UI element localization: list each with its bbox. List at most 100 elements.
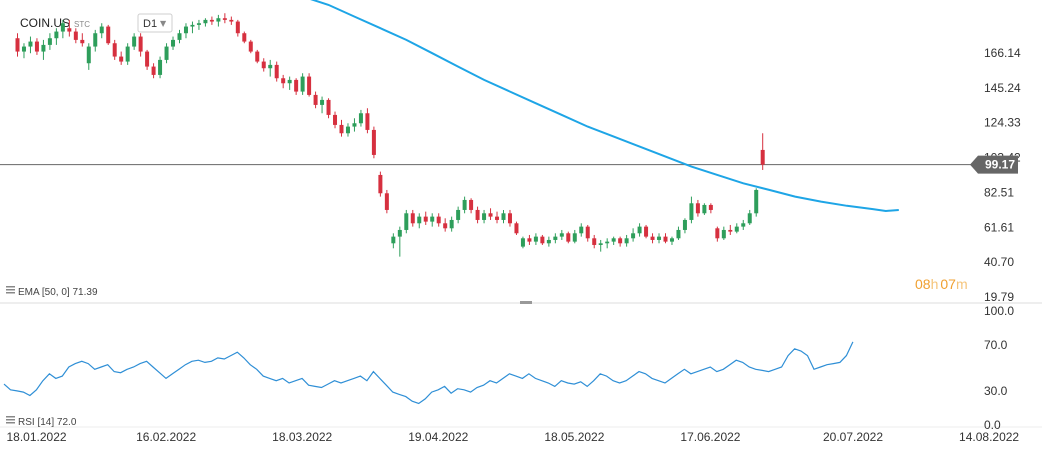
time-tick-label: 14.08.2022 (959, 430, 1019, 444)
candle-body (313, 94, 318, 105)
ema-name: EMA [50, 0] 71.39 (18, 287, 98, 298)
candle-body (80, 39, 85, 44)
candle-body (533, 236, 538, 242)
candle-body (190, 24, 195, 27)
current-price-label: 99.17 (985, 158, 1015, 172)
candle-body (657, 236, 662, 240)
candle-body (73, 31, 78, 40)
countdown-minutes: 07 (940, 276, 956, 292)
rsi-tick-label: 0.0 (984, 418, 1001, 432)
candle-body (235, 21, 240, 34)
candle-body (734, 226, 739, 232)
candle-body (248, 41, 253, 52)
candle-body (378, 174, 383, 194)
candle-body (242, 33, 247, 42)
candle-body (624, 238, 629, 244)
candle-body (605, 241, 610, 244)
price-tick-label: 19.79 (984, 290, 1014, 304)
candles-group (15, 13, 765, 257)
candle-body (281, 78, 286, 84)
ema-indicator-label[interactable]: EMA [50, 0] 71.39 (6, 286, 98, 298)
candle-body (268, 64, 273, 69)
candle-body (443, 223, 448, 229)
candle-body (28, 41, 33, 47)
pane-resize-handle[interactable] (520, 301, 532, 304)
candle-body (592, 238, 597, 245)
time-tick-label: 18.05.2022 (544, 430, 604, 444)
menu-icon[interactable] (6, 416, 15, 424)
chevron-down-icon[interactable]: ▼ (160, 19, 167, 28)
menu-icon[interactable] (6, 286, 15, 294)
time-axis: 18.01.2022 16.02.2022 18.03.2022 19.04.2022… (7, 430, 1020, 444)
candle-body (462, 199, 467, 210)
candle-body (333, 114, 338, 125)
candle-body (371, 129, 376, 155)
candle-body (294, 79, 299, 92)
candle-body (631, 233, 636, 239)
timeframe-label: D1 (143, 18, 157, 30)
candle-body (138, 36, 143, 52)
current-price-tag: 99.17 (970, 155, 1018, 174)
time-tick-label: 18.03.2022 (272, 430, 332, 444)
countdown-h-unit: h (931, 276, 939, 292)
candle-body (572, 233, 577, 242)
candle-body (404, 213, 409, 230)
candle-body (119, 56, 124, 62)
rsi-line (3, 341, 854, 405)
rsi-tick-label: 70.0 (984, 338, 1008, 352)
candle-body (255, 51, 260, 62)
price-tick-label: 61.61 (984, 220, 1014, 234)
candle-body (559, 233, 564, 237)
candle-body (183, 26, 188, 34)
candle-body (618, 238, 623, 244)
candle-body (300, 76, 305, 92)
candle-body (754, 189, 759, 214)
candle-body (229, 19, 234, 22)
candle-body (203, 19, 208, 24)
candle-body (274, 64, 279, 79)
candle-body (689, 203, 694, 220)
time-tick-label: 18.01.2022 (7, 430, 67, 444)
candle-body (93, 33, 98, 47)
symbol-tag: STC (74, 20, 90, 29)
symbol-label[interactable]: COIN.US (20, 16, 70, 30)
candle-body (391, 236, 396, 244)
rsi-name: RSI [14] 72.0 (18, 417, 77, 428)
price-tick-label: 124.33 (984, 116, 1021, 130)
candle-body (540, 236, 545, 244)
rsi-indicator-label[interactable]: RSI [14] 72.0 (6, 416, 77, 428)
candle-body (611, 238, 616, 242)
candle-body (520, 238, 525, 247)
candle-body (469, 199, 474, 210)
candle-body (326, 99, 331, 115)
candle-body (553, 236, 558, 240)
candle-body (482, 213, 487, 220)
countdown-m-unit: m (956, 276, 968, 292)
candle-body (125, 46, 130, 62)
candle-body (106, 26, 111, 44)
rsi-tick-label: 100.0 (984, 304, 1014, 318)
candle-body (164, 46, 169, 60)
rsi-axis: 100.0 70.0 30.0 0.0 (984, 304, 1014, 432)
price-tick-label: 40.70 (984, 255, 1014, 269)
candle-body (728, 229, 733, 232)
time-tick-label: 20.07.2022 (823, 430, 883, 444)
timeframe-selector[interactable] (137, 13, 173, 33)
candle-body (702, 204, 707, 214)
candle-body (747, 213, 752, 224)
candle-body (99, 26, 104, 34)
candle-body (741, 223, 746, 227)
candle-body (436, 216, 441, 224)
candle-body (397, 229, 402, 237)
candle-body (644, 226, 649, 237)
candle-body (514, 223, 519, 234)
candle-body (21, 46, 26, 52)
candle-body (67, 28, 72, 32)
candle-body (507, 213, 512, 224)
candle-body (669, 238, 674, 242)
candle-body (216, 18, 221, 22)
candle-body (579, 226, 584, 234)
